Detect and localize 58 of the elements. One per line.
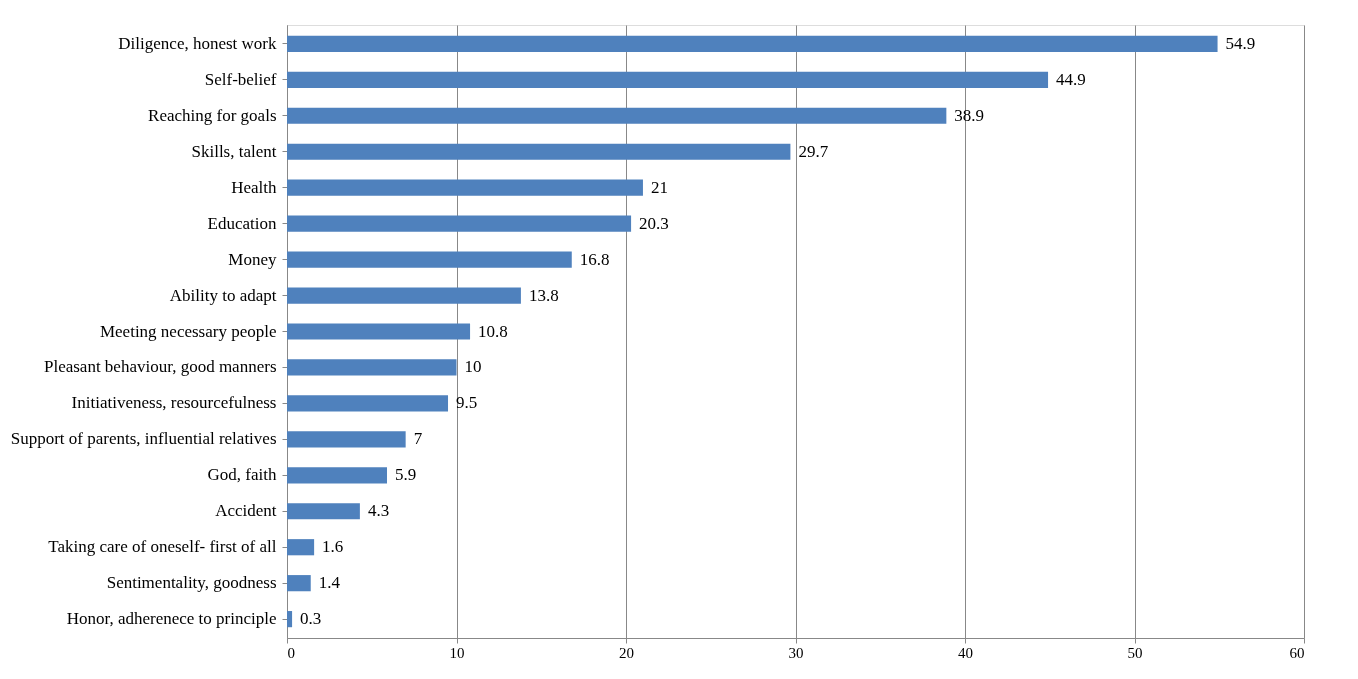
bar xyxy=(287,179,643,196)
y-tick-label: Taking care of oneself- first of all xyxy=(48,537,277,557)
y-tick-label: Pleasant behaviour, good manners xyxy=(43,357,277,377)
bar xyxy=(287,143,791,160)
data-label: 5.9 xyxy=(395,465,417,485)
data-label: 4.3 xyxy=(367,501,390,521)
bar xyxy=(287,503,360,520)
y-tick-label: Meeting necessary people xyxy=(99,321,277,341)
y-tick-label: Support of parents, influential relatives xyxy=(10,429,277,449)
x-tick-label: 40 xyxy=(958,644,973,661)
data-label: 20.3 xyxy=(639,213,669,233)
data-label: 13.8 xyxy=(528,285,559,305)
bar xyxy=(287,575,311,592)
y-tick-label: Honor, adherenece to principle xyxy=(66,609,277,629)
bar xyxy=(287,251,572,268)
data-label: 1.6 xyxy=(322,537,344,557)
x-tick-label: 60 xyxy=(1289,644,1305,661)
data-label: 16.8 xyxy=(579,249,610,269)
data-label: 7 xyxy=(413,429,423,449)
bar xyxy=(287,395,449,412)
bar xyxy=(287,107,947,124)
bar xyxy=(287,611,293,628)
data-label: 9.5 xyxy=(456,393,478,413)
data-label: 38.9 xyxy=(954,105,985,125)
data-label: 10 xyxy=(464,357,482,377)
x-tick-label: 30 xyxy=(788,644,804,661)
y-tick-label: Skills, talent xyxy=(191,141,277,161)
x-tick-label: 20 xyxy=(619,644,634,661)
data-label: 29.7 xyxy=(798,141,829,161)
data-label: 0.3 xyxy=(300,609,322,629)
y-tick-label: Money xyxy=(228,249,277,269)
bar xyxy=(287,431,406,448)
bar xyxy=(287,287,521,304)
y-tick-label: Health xyxy=(231,177,277,197)
data-label: 10.8 xyxy=(478,321,508,341)
y-tick-label: Diligence, honest work xyxy=(118,33,277,53)
x-tick-label: 0 xyxy=(287,644,295,661)
bar xyxy=(287,467,388,484)
y-tick-label: Accident xyxy=(215,501,277,521)
bar xyxy=(287,71,1049,88)
x-tick-label: 10 xyxy=(449,644,465,661)
bar xyxy=(287,35,1218,52)
y-tick-label: Initiativeness, resourcefulness xyxy=(71,393,277,413)
data-label: 21 xyxy=(650,177,668,197)
bar xyxy=(287,539,315,556)
bar xyxy=(287,215,632,232)
bar xyxy=(287,359,457,376)
y-tick-label: Sentimentality, goodness xyxy=(106,573,277,593)
y-tick-label: Reaching for goals xyxy=(148,105,277,125)
data-label: 1.4 xyxy=(318,573,341,593)
y-tick-label: Education xyxy=(207,213,277,233)
bar xyxy=(287,323,471,340)
y-tick-label: Ability to adapt xyxy=(169,285,277,305)
y-tick-label: Self-belief xyxy=(204,69,277,89)
y-tick-label: God, faith xyxy=(207,465,277,485)
x-tick-label: 50 xyxy=(1127,644,1143,661)
data-label: 54.9 xyxy=(1225,33,1256,53)
data-label: 44.9 xyxy=(1056,69,1086,89)
